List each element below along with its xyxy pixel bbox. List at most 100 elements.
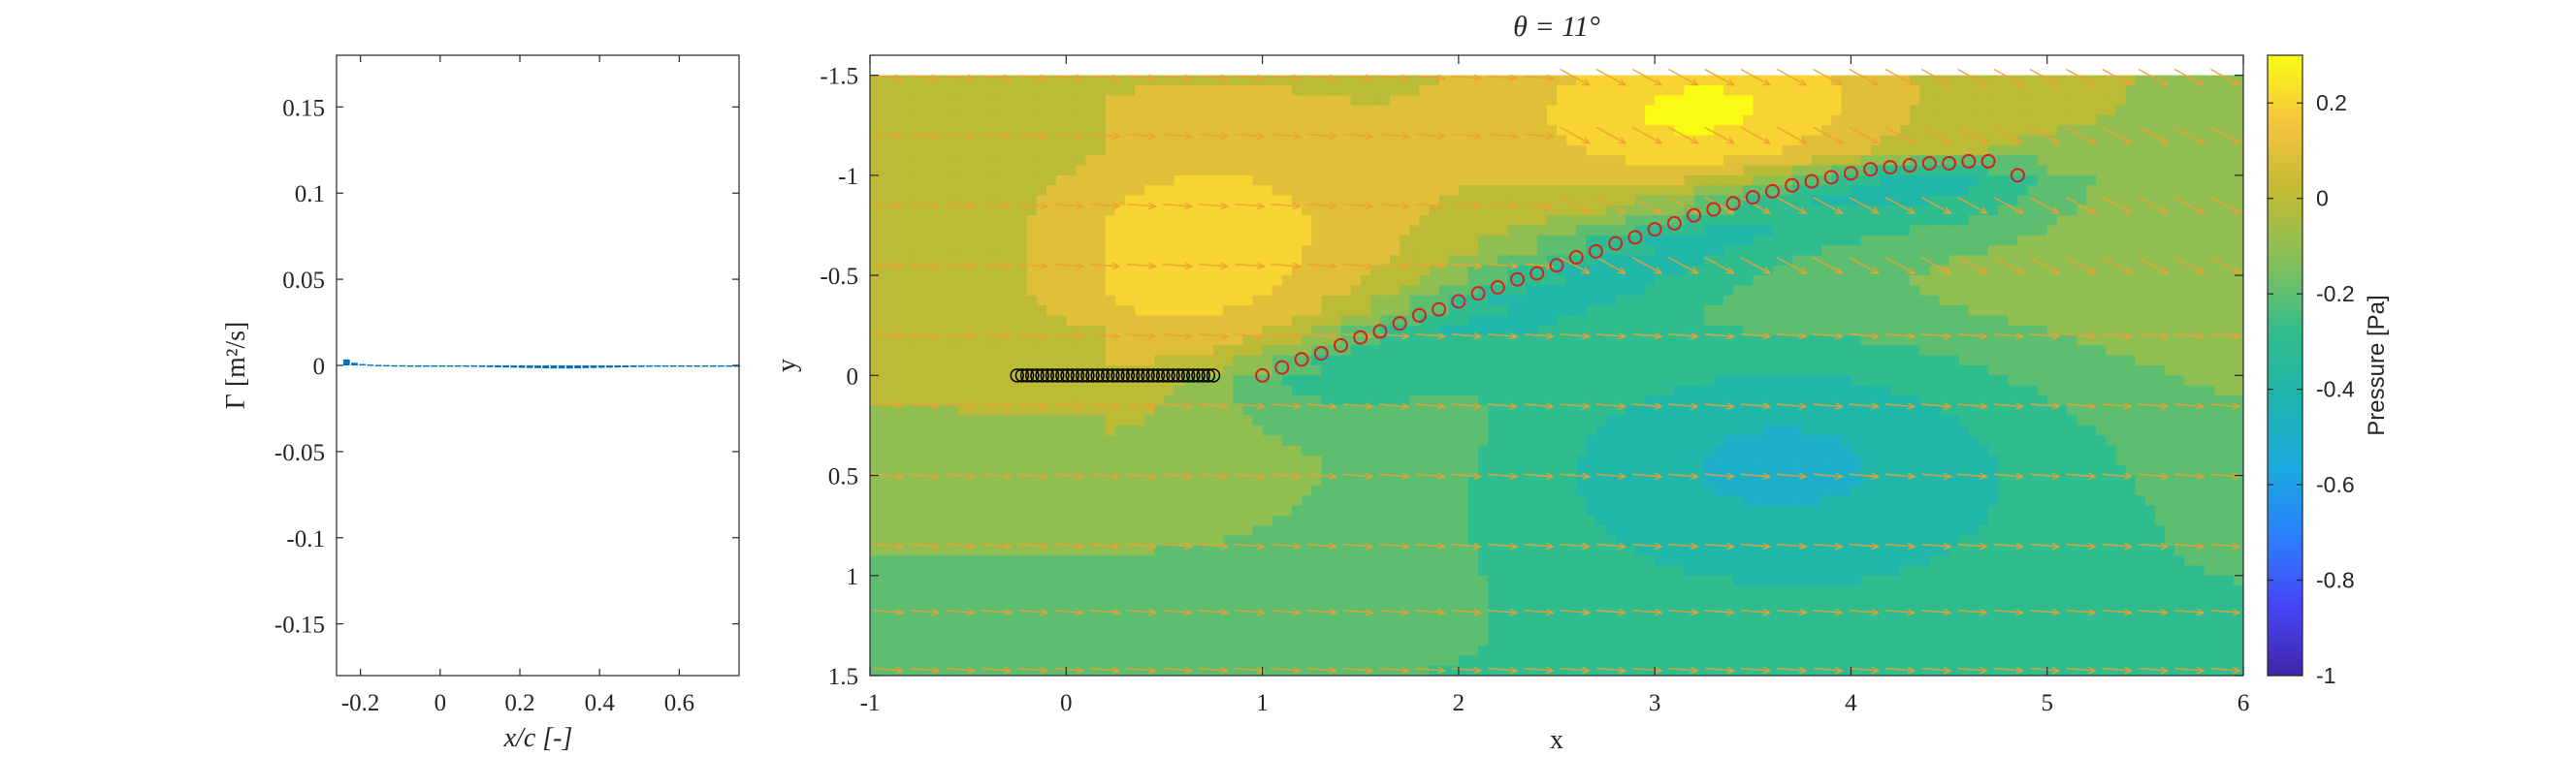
pressure-cell: [1233, 355, 1243, 366]
pressure-cell: [918, 335, 930, 346]
pressure-cell: [1183, 255, 1195, 267]
pressure-cell: [1595, 144, 1607, 156]
pressure-cell: [909, 415, 920, 426]
pressure-cell: [1193, 255, 1205, 267]
pressure-cell: [1674, 245, 1686, 257]
pressure-cell: [1625, 174, 1636, 186]
pressure-cell: [1350, 225, 1362, 237]
pressure-cell: [2037, 155, 2048, 167]
pressure-cell: [1272, 195, 1283, 206]
pressure-cell: [2096, 135, 2107, 146]
pressure-cell: [2204, 174, 2215, 186]
pressure-cell: [1821, 325, 1832, 336]
circulation-bar: [486, 365, 494, 367]
pressure-cell: [1684, 375, 1695, 387]
pressure-cell: [1467, 105, 1479, 116]
pressure-cell: [2154, 335, 2166, 346]
pressure-cell: [1753, 165, 1763, 176]
pressure-cell: [1291, 105, 1303, 116]
pressure-cell: [1517, 165, 1529, 176]
pressure-cell: [1958, 295, 1970, 306]
pressure-cell: [1438, 265, 1450, 276]
pressure-cell: [1546, 155, 1558, 167]
pressure-cell: [1851, 394, 1862, 406]
pressure-cell: [1291, 84, 1303, 96]
circulation-bar: [582, 365, 590, 368]
pressure-cell: [1684, 345, 1695, 357]
pressure-cell: [2066, 275, 2077, 287]
pressure-cell: [2135, 155, 2146, 167]
pressure-cell: [1684, 355, 1695, 366]
pressure-cell: [1988, 84, 1999, 96]
pressure-cell: [1478, 225, 1489, 237]
pressure-cell: [978, 185, 988, 197]
pressure-cell: [1203, 75, 1214, 86]
pressure-cell: [1791, 375, 1803, 387]
pressure-cell: [1036, 165, 1047, 176]
pressure-cell: [1693, 385, 1705, 396]
pressure-cell: [948, 84, 959, 96]
pressure-cell: [1291, 255, 1303, 267]
pressure-cell: [1390, 225, 1401, 237]
pressure-cell: [1076, 75, 1087, 86]
pressure-cell: [1124, 325, 1136, 336]
pressure-cell: [1929, 225, 1941, 237]
pressure-cell: [1615, 295, 1626, 306]
pressure-cell: [1400, 365, 1410, 376]
pressure-cell: [1723, 275, 1734, 287]
pressure-cell: [1223, 405, 1234, 417]
pressure-cell: [2223, 235, 2235, 246]
pressure-cell: [938, 405, 950, 417]
pressure-cell: [1369, 285, 1381, 297]
pressure-cell: [1321, 305, 1332, 316]
pressure-cell: [1968, 255, 1980, 267]
pressure-cell: [2046, 295, 2058, 306]
pressure-cell: [1438, 415, 1450, 426]
pressure-cell: [1703, 375, 1715, 387]
pressure-cell: [1252, 225, 1264, 237]
pressure-cell: [2135, 355, 2146, 366]
pressure-cell: [1557, 144, 1567, 156]
pressure-cell: [1164, 325, 1175, 336]
pressure-cell: [1851, 174, 1862, 186]
pressure-cell: [1302, 255, 1312, 267]
pressure-cell: [938, 215, 950, 227]
pressure-cell: [1369, 255, 1381, 267]
pressure-cell: [1467, 205, 1479, 216]
pressure-cell: [1174, 215, 1185, 227]
pressure-cell: [2106, 174, 2117, 186]
pressure-cell: [1948, 225, 1960, 237]
pressure-cell: [1860, 165, 1872, 176]
pressure-cell: [1497, 165, 1509, 176]
pressure-cell: [2184, 215, 2196, 227]
pressure-cell: [1968, 205, 1980, 216]
pressure-cell: [880, 275, 890, 287]
pressure-cell: [997, 125, 1009, 137]
pressure-cell: [1321, 315, 1332, 327]
pressure-cell: [1478, 295, 1489, 306]
pressure-cell: [1085, 405, 1097, 417]
pressure-cell: [1438, 155, 1450, 167]
pressure-cell: [1154, 325, 1166, 336]
pressure-cell: [870, 84, 881, 96]
pressure-cell: [2027, 355, 2039, 366]
pressure-cell: [1114, 265, 1126, 276]
pressure-cell: [2106, 75, 2117, 86]
pressure-cell: [1026, 114, 1038, 126]
pressure-cell: [1026, 95, 1038, 107]
pressure-cell: [1801, 295, 1813, 306]
pressure-cell: [918, 105, 930, 116]
pressure-cell: [1713, 135, 1724, 146]
pressure-cell: [1105, 335, 1116, 346]
pressure-cell: [1488, 325, 1498, 336]
pressure-cell: [918, 84, 930, 96]
pressure-cell: [2077, 265, 2087, 276]
pressure-cell: [1566, 355, 1577, 366]
pressure-cell: [1390, 275, 1401, 287]
pressure-cell: [1507, 114, 1519, 126]
pressure-cell: [1223, 375, 1234, 387]
pressure-cell: [1733, 285, 1744, 297]
pressure-cell: [1821, 385, 1832, 396]
pressure-cell: [1311, 275, 1322, 287]
pressure-cell: [1703, 114, 1715, 126]
